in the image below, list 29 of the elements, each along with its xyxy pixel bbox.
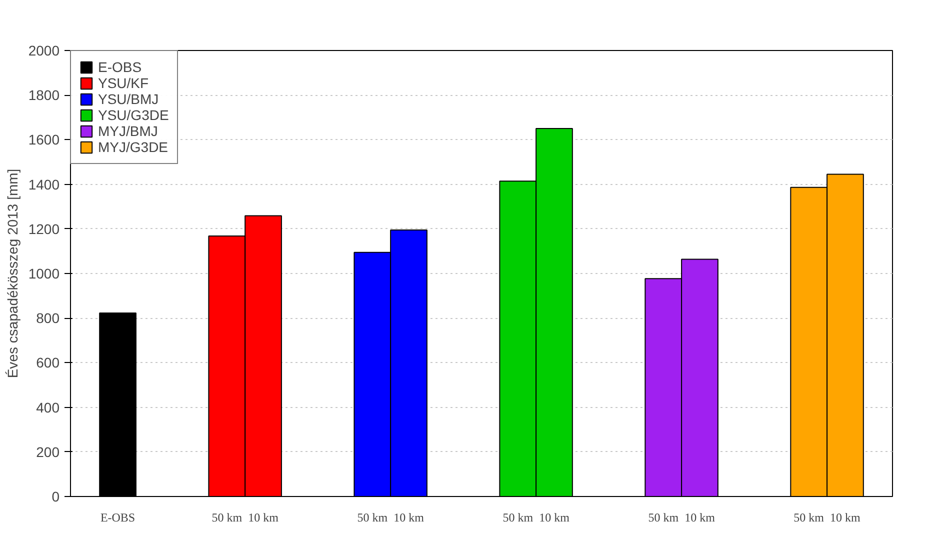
y-axis-title: Éves csapadékösszeg 2013 [mm] [4, 168, 20, 378]
y-tick-label: 1400 [28, 176, 60, 192]
y-tick-label: 0 [52, 488, 60, 504]
x-tick-label: 10 km [394, 510, 425, 524]
x-tick-label: 10 km [539, 510, 570, 524]
y-tick-label: 1800 [28, 87, 60, 104]
y-tick-label: 800 [36, 310, 60, 326]
y-tick-label: 1200 [28, 220, 60, 237]
legend-label: MYJ/BMJ [98, 123, 158, 139]
x-tick-label: 50 km [212, 510, 243, 524]
x-tick-label: 50 km [794, 510, 825, 524]
x-tick-label: 10 km [684, 510, 716, 524]
y-tick-label: 1000 [28, 266, 60, 282]
y-tick-label: 2000 [28, 42, 60, 58]
x-tick-label: 10 km [830, 510, 862, 524]
legend-label: YSU/G3DE [98, 107, 169, 123]
y-tick-label: 200 [36, 444, 60, 460]
y-tick-label: 400 [36, 399, 60, 416]
legend-label: YSU/KF [98, 75, 149, 91]
y-tick-label: 1600 [28, 132, 60, 148]
legend-label: YSU/BMJ [98, 91, 159, 107]
legend-label: E-OBS [98, 59, 142, 75]
x-tick-label: 50 km [502, 510, 534, 524]
legend-label: MYJ/G3DE [98, 139, 168, 155]
y-tick-label: 600 [36, 354, 60, 371]
x-tick-label: 50 km [357, 510, 388, 524]
x-tick-label: 50 km [648, 510, 680, 524]
x-tick-label: 10 km [248, 510, 280, 524]
x-tick-label: E-OBS [100, 510, 136, 524]
